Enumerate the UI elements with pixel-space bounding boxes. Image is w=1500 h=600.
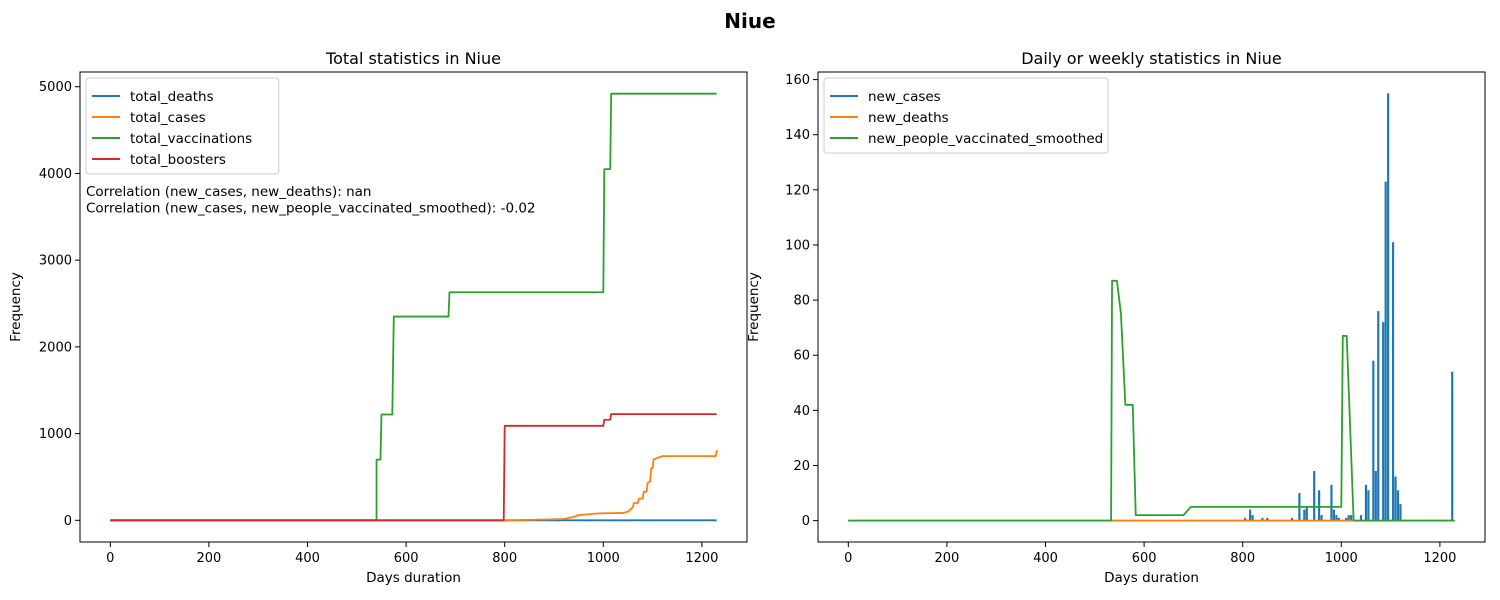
series-line-total-boosters xyxy=(110,413,717,522)
chart-title: Total statistics in Niue xyxy=(325,49,501,68)
x-tick-label: 800 xyxy=(492,551,517,566)
legend: new_cases new_deaths new_people_vaccinated… xyxy=(823,77,1109,154)
chart-title: Daily or weekly statistics in Niue xyxy=(1021,49,1282,68)
legend-label-new-cases: new_cases xyxy=(868,89,941,105)
y-tick-label: 40 xyxy=(793,404,810,419)
axes-total-statistics: Total statistics in Niue 0 200 400 600 800 100… xyxy=(8,49,748,586)
y-tick-label: 80 xyxy=(793,294,810,309)
x-axis-label: Days duration xyxy=(1104,570,1199,586)
series-line-total-cases xyxy=(110,450,718,522)
x-tick-label: 800 xyxy=(1230,551,1255,566)
x-tick-label: 0 xyxy=(106,551,114,566)
y-tick-label: 160 xyxy=(785,73,810,88)
legend-box xyxy=(823,77,1109,154)
y-tick-label: 120 xyxy=(785,183,810,198)
legend-label-new-people-vaccinated-smoothed: new_people_vaccinated_smoothed xyxy=(868,131,1103,147)
x-tick-label: 400 xyxy=(295,551,320,566)
plot-area xyxy=(110,92,718,522)
series-line-total-vaccinations xyxy=(110,92,717,522)
y-tick-label: 0 xyxy=(802,514,810,529)
legend: total_deaths total_cases total_vaccination… xyxy=(85,77,280,175)
series-new-cases xyxy=(848,93,1455,522)
x-axis-label: Days duration xyxy=(366,570,461,586)
y-tick-label: 0 xyxy=(64,514,72,529)
x-tick-label: 600 xyxy=(1132,551,1157,566)
legend-label-new-deaths: new_deaths xyxy=(868,110,949,126)
y-axis-label: Frequency xyxy=(8,272,24,342)
y-tick-label: 100 xyxy=(785,238,810,253)
y-tick-label: 5000 xyxy=(39,80,72,95)
x-tick-label: 400 xyxy=(1033,551,1058,566)
series-line-new-people-vaccinated-smoothed xyxy=(848,279,1455,522)
x-tick-label: 1200 xyxy=(1423,551,1456,566)
x-tick-label: 200 xyxy=(934,551,959,566)
figure-title: Niue xyxy=(724,9,775,33)
axes-frame xyxy=(817,71,1486,543)
correlation-annotation: Correlation (new_cases, new_people_vacci… xyxy=(86,201,536,217)
correlation-annotation: Correlation (new_cases, new_deaths): nan xyxy=(86,184,371,200)
x-tick-label: 1000 xyxy=(1325,551,1358,566)
y-tick-label: 2000 xyxy=(39,340,72,355)
plot-area xyxy=(848,93,1455,522)
y-axis-label: Frequency xyxy=(746,272,762,342)
x-tick-label: 200 xyxy=(196,551,221,566)
x-tick-label: 600 xyxy=(394,551,419,566)
y-tick-label: 20 xyxy=(793,459,810,474)
x-tick-label: 1200 xyxy=(685,551,718,566)
legend-label-total-cases: total_cases xyxy=(130,110,206,126)
x-tick-label: 1000 xyxy=(587,551,620,566)
y-tick-label: 4000 xyxy=(39,167,72,182)
y-tick-label: 3000 xyxy=(39,254,72,269)
x-tick-label: 0 xyxy=(844,551,852,566)
legend-label-total-vaccinations: total_vaccinations xyxy=(130,131,252,147)
y-tick-label: 60 xyxy=(793,349,810,364)
y-tick-label: 140 xyxy=(785,128,810,143)
legend-box xyxy=(85,77,280,175)
legend-label-total-boosters: total_boosters xyxy=(130,152,226,168)
legend-label-total-deaths: total_deaths xyxy=(130,89,214,105)
axes-frame xyxy=(79,71,748,543)
y-tick-label: 1000 xyxy=(39,427,72,442)
